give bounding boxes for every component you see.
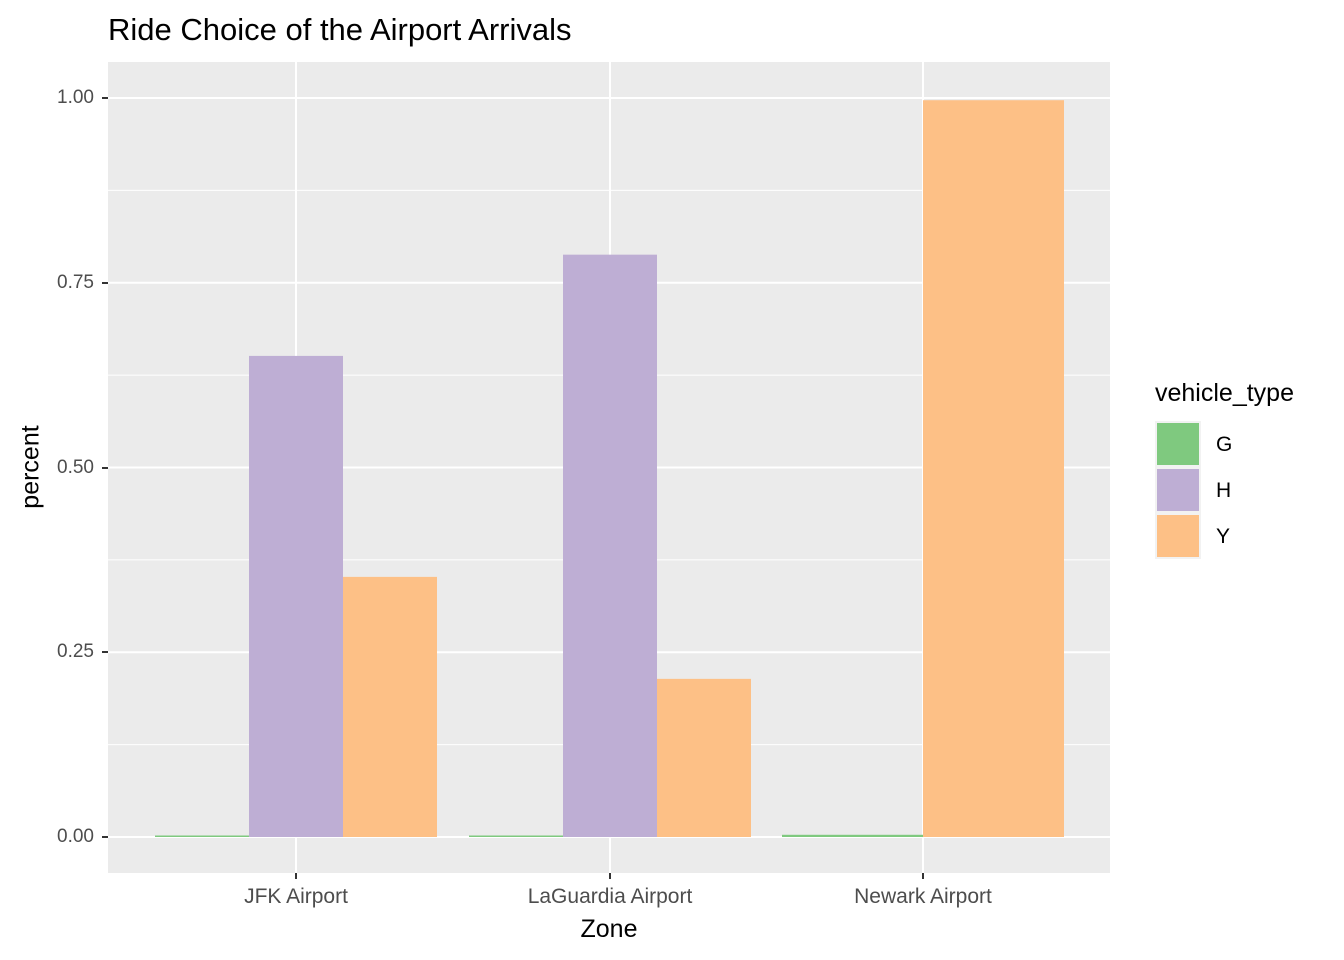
- x-tick-mark: [609, 873, 611, 879]
- bar-h: [249, 355, 343, 837]
- x-tick-label: Newark Airport: [854, 885, 992, 908]
- legend-label-g: G: [1216, 433, 1233, 456]
- legend-label-h: H: [1216, 479, 1232, 502]
- x-tick-mark: [922, 873, 924, 879]
- bar-g: [782, 834, 923, 837]
- plot-area: [108, 62, 1110, 873]
- legend-title: vehicle_type: [1155, 379, 1294, 407]
- legend-label-y: Y: [1216, 525, 1231, 548]
- y-tick-label: 0.75: [57, 271, 94, 293]
- plot-panel: [108, 62, 1110, 873]
- x-tick-label: JFK Airport: [244, 885, 348, 908]
- y-tick-label: 0.00: [57, 826, 94, 847]
- bar-h: [563, 254, 657, 838]
- bar-g: [155, 835, 249, 837]
- legend-key-y: [1155, 513, 1201, 559]
- y-tick-mark: [102, 97, 108, 99]
- legend-key-g: [1155, 421, 1201, 467]
- x-tick-label: LaGuardia Airport: [527, 885, 693, 908]
- chart-title: Ride Choice of the Airport Arrivals: [108, 12, 572, 47]
- y-tick-mark: [102, 466, 108, 469]
- bar-y: [657, 678, 751, 837]
- x-axis-label: Zone: [580, 915, 638, 943]
- y-tick-label: 1.00: [57, 87, 94, 108]
- bar-g: [469, 835, 563, 837]
- y-axis-label: percent: [16, 425, 45, 509]
- y-tick-label: 0.50: [57, 456, 94, 478]
- bar-y: [343, 576, 437, 837]
- y-tick-mark: [102, 281, 108, 284]
- bar-y: [923, 100, 1064, 838]
- y-tick-label: 0.25: [57, 641, 94, 663]
- y-tick-mark: [102, 836, 108, 838]
- y-tick-mark: [102, 651, 108, 654]
- legend-key-h: [1155, 467, 1201, 513]
- x-tick-mark: [295, 873, 297, 879]
